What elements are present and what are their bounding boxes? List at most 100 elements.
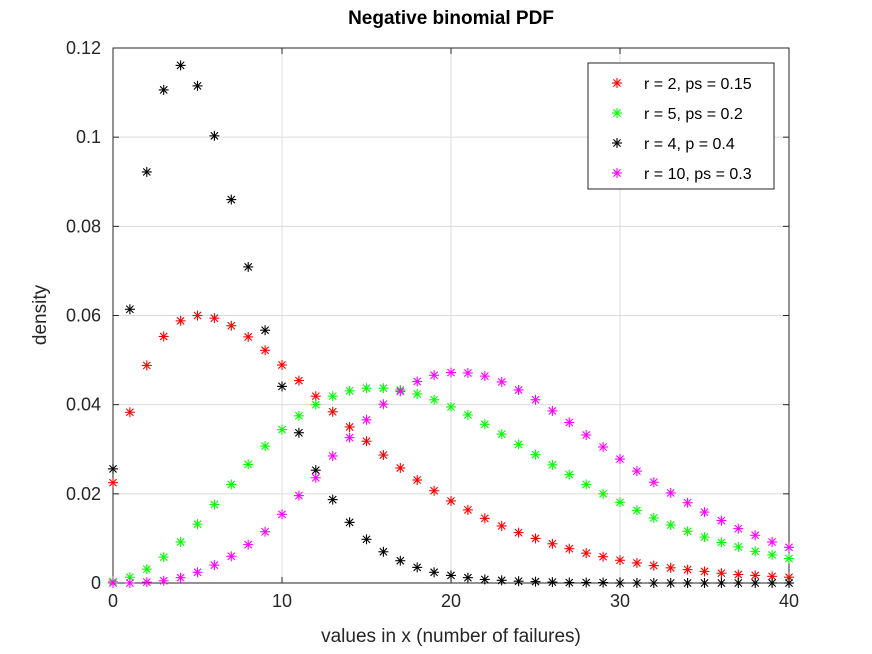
data-point bbox=[412, 376, 423, 387]
data-point bbox=[733, 578, 744, 588]
data-point bbox=[564, 469, 575, 480]
data-point bbox=[564, 577, 575, 588]
data-point bbox=[767, 536, 778, 547]
data-point bbox=[192, 80, 203, 91]
data-point bbox=[293, 375, 304, 386]
legend-label: r = 4, p = 0.4 bbox=[644, 136, 735, 153]
data-point bbox=[158, 84, 169, 95]
axis-ticks: 0 10 20 30 40 0 0.02 0.04 0.06 0.08 0.1 0.12 bbox=[66, 38, 799, 611]
data-points bbox=[108, 60, 794, 588]
data-point bbox=[395, 462, 406, 473]
y-tick-label: 0 bbox=[91, 573, 101, 593]
data-point bbox=[716, 537, 727, 548]
data-point bbox=[327, 406, 338, 417]
y-axis-label: density bbox=[30, 284, 51, 345]
series-1 bbox=[108, 310, 794, 583]
data-point bbox=[158, 552, 169, 563]
data-point bbox=[277, 359, 287, 370]
data-point bbox=[682, 564, 693, 575]
data-point bbox=[615, 497, 625, 508]
y-tick-label: 0.1 bbox=[76, 127, 101, 147]
data-point bbox=[378, 399, 389, 410]
data-point bbox=[327, 450, 338, 461]
data-point bbox=[733, 569, 744, 580]
x-tick-label: 0 bbox=[108, 591, 118, 611]
data-point bbox=[446, 495, 456, 506]
data-point bbox=[175, 536, 186, 547]
data-point bbox=[412, 388, 423, 399]
legend-marker bbox=[612, 78, 622, 88]
data-point bbox=[243, 539, 254, 550]
series-4 bbox=[108, 367, 794, 588]
legend-marker bbox=[612, 168, 622, 178]
data-point bbox=[327, 494, 338, 505]
data-point bbox=[243, 261, 254, 272]
data-point bbox=[124, 407, 135, 418]
data-point bbox=[530, 533, 541, 544]
data-point bbox=[615, 555, 625, 566]
data-point bbox=[699, 578, 710, 588]
data-point bbox=[192, 567, 203, 578]
data-point bbox=[699, 507, 710, 518]
data-point bbox=[496, 520, 507, 531]
data-point bbox=[496, 575, 507, 586]
data-point bbox=[598, 577, 609, 588]
data-point bbox=[141, 166, 152, 177]
data-point bbox=[378, 450, 389, 461]
legend-marker bbox=[612, 108, 622, 118]
legend-marker bbox=[612, 138, 622, 148]
x-tick-label: 30 bbox=[610, 591, 630, 611]
legend-box bbox=[587, 62, 775, 190]
data-point bbox=[750, 578, 761, 588]
data-point bbox=[479, 371, 490, 382]
data-point bbox=[716, 578, 727, 588]
data-point bbox=[682, 578, 693, 588]
data-point bbox=[209, 130, 220, 141]
data-point bbox=[344, 385, 355, 396]
data-point bbox=[750, 570, 761, 581]
data-point bbox=[124, 578, 135, 588]
data-point bbox=[665, 578, 676, 588]
data-point bbox=[699, 532, 710, 543]
data-point bbox=[547, 459, 558, 470]
data-point bbox=[226, 320, 237, 331]
data-point bbox=[446, 570, 456, 581]
data-point bbox=[631, 466, 642, 477]
data-point bbox=[648, 578, 659, 588]
data-point bbox=[192, 310, 203, 321]
data-point bbox=[479, 574, 490, 585]
data-point bbox=[260, 441, 271, 452]
data-point bbox=[462, 504, 473, 515]
data-point bbox=[513, 439, 524, 450]
data-point bbox=[682, 497, 693, 508]
data-point bbox=[378, 546, 389, 557]
data-point bbox=[277, 381, 287, 392]
data-point bbox=[226, 479, 237, 490]
data-point bbox=[310, 399, 321, 410]
data-point bbox=[598, 551, 609, 562]
data-point bbox=[175, 315, 186, 326]
data-point bbox=[784, 542, 794, 553]
data-point bbox=[395, 555, 406, 566]
y-tick-label: 0.08 bbox=[66, 216, 101, 236]
data-point bbox=[361, 383, 372, 394]
data-point bbox=[615, 454, 625, 465]
data-point bbox=[665, 487, 676, 498]
data-point bbox=[108, 463, 118, 474]
data-point bbox=[192, 519, 203, 530]
data-point bbox=[327, 391, 338, 402]
chart-title: Negative binomial PDF bbox=[348, 8, 554, 29]
data-point bbox=[462, 409, 473, 420]
data-point bbox=[446, 401, 456, 412]
y-tick-label: 0.04 bbox=[66, 395, 101, 415]
legend-label: r = 10, ps = 0.3 bbox=[644, 166, 752, 183]
data-point bbox=[581, 429, 592, 440]
data-point bbox=[344, 432, 355, 443]
data-point bbox=[124, 304, 135, 315]
data-point bbox=[716, 515, 727, 526]
data-point bbox=[446, 367, 456, 378]
data-point bbox=[141, 564, 152, 575]
data-point bbox=[631, 578, 642, 588]
data-point bbox=[293, 427, 304, 438]
